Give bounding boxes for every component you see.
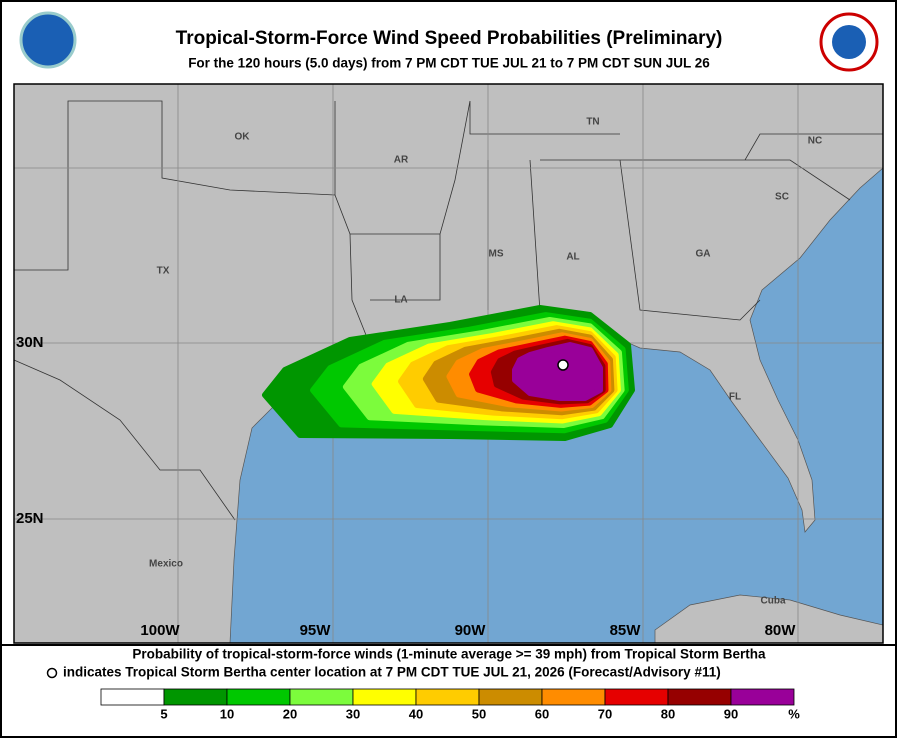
legend-swatch [226, 688, 291, 706]
region-label: Cuba [761, 596, 786, 607]
legend-swatch [289, 688, 354, 706]
region-label: AR [394, 155, 409, 166]
lon-label: 85W [610, 622, 642, 639]
region-label: MS [489, 249, 504, 260]
lat-label: 30N [16, 334, 44, 351]
legend-tick: 5 [160, 706, 167, 721]
region-label: LA [394, 295, 407, 306]
contour [512, 342, 603, 401]
legend-tick: 80 [661, 706, 675, 721]
legend-swatch [667, 688, 732, 706]
legend-swatch [541, 688, 606, 706]
lon-label: 80W [765, 622, 797, 639]
region-label: FL [729, 392, 741, 403]
legend-unit: % [788, 706, 800, 721]
title: Tropical-Storm-Force Wind Speed Probabil… [176, 28, 723, 49]
legend-swatch [478, 688, 543, 706]
noaa-logo [19, 11, 77, 69]
center-symbol [46, 667, 58, 679]
lon-label: 90W [455, 622, 487, 639]
state-borders [13, 100, 883, 521]
legend-tick: 60 [535, 706, 549, 721]
nws-logo-inner [832, 25, 866, 59]
lon-label: 100W [140, 622, 180, 639]
map-frame [13, 83, 884, 644]
legend-tick: 40 [409, 706, 423, 721]
legend-tick: 30 [346, 706, 360, 721]
legend-tick: 50 [472, 706, 486, 721]
footer-line1: Probability of tropical-storm-force wind… [132, 647, 766, 662]
storm-center [557, 359, 569, 371]
legend-tick: 20 [283, 706, 297, 721]
lon-label: 95W [300, 622, 332, 639]
legend-tick: 10 [220, 706, 234, 721]
region-label: SC [775, 192, 789, 203]
region-label: NC [808, 136, 822, 147]
region-label: GA [696, 249, 711, 260]
legend-swatch [730, 688, 795, 706]
legend-tick: 90 [724, 706, 738, 721]
subtitle: For the 120 hours (5.0 days) from 7 PM C… [188, 56, 710, 71]
legend-swatch [163, 688, 228, 706]
legend-swatch [100, 688, 165, 706]
lat-label: 25N [16, 510, 44, 527]
legend-tick: 70 [598, 706, 612, 721]
legend: 5 10 20 30 40 50 60 70 80 90% [100, 688, 800, 721]
legend-swatch [352, 688, 417, 706]
region-label: TX [157, 266, 170, 277]
probability-contours [262, 305, 635, 441]
region-label: TN [586, 117, 599, 128]
legend-swatch [415, 688, 480, 706]
region-label: AL [566, 252, 579, 263]
legend-swatch [604, 688, 669, 706]
region-label: OK [235, 132, 251, 143]
region-label: Mexico [149, 559, 183, 570]
footer-line2: indicates Tropical Storm Bertha center l… [63, 665, 721, 680]
